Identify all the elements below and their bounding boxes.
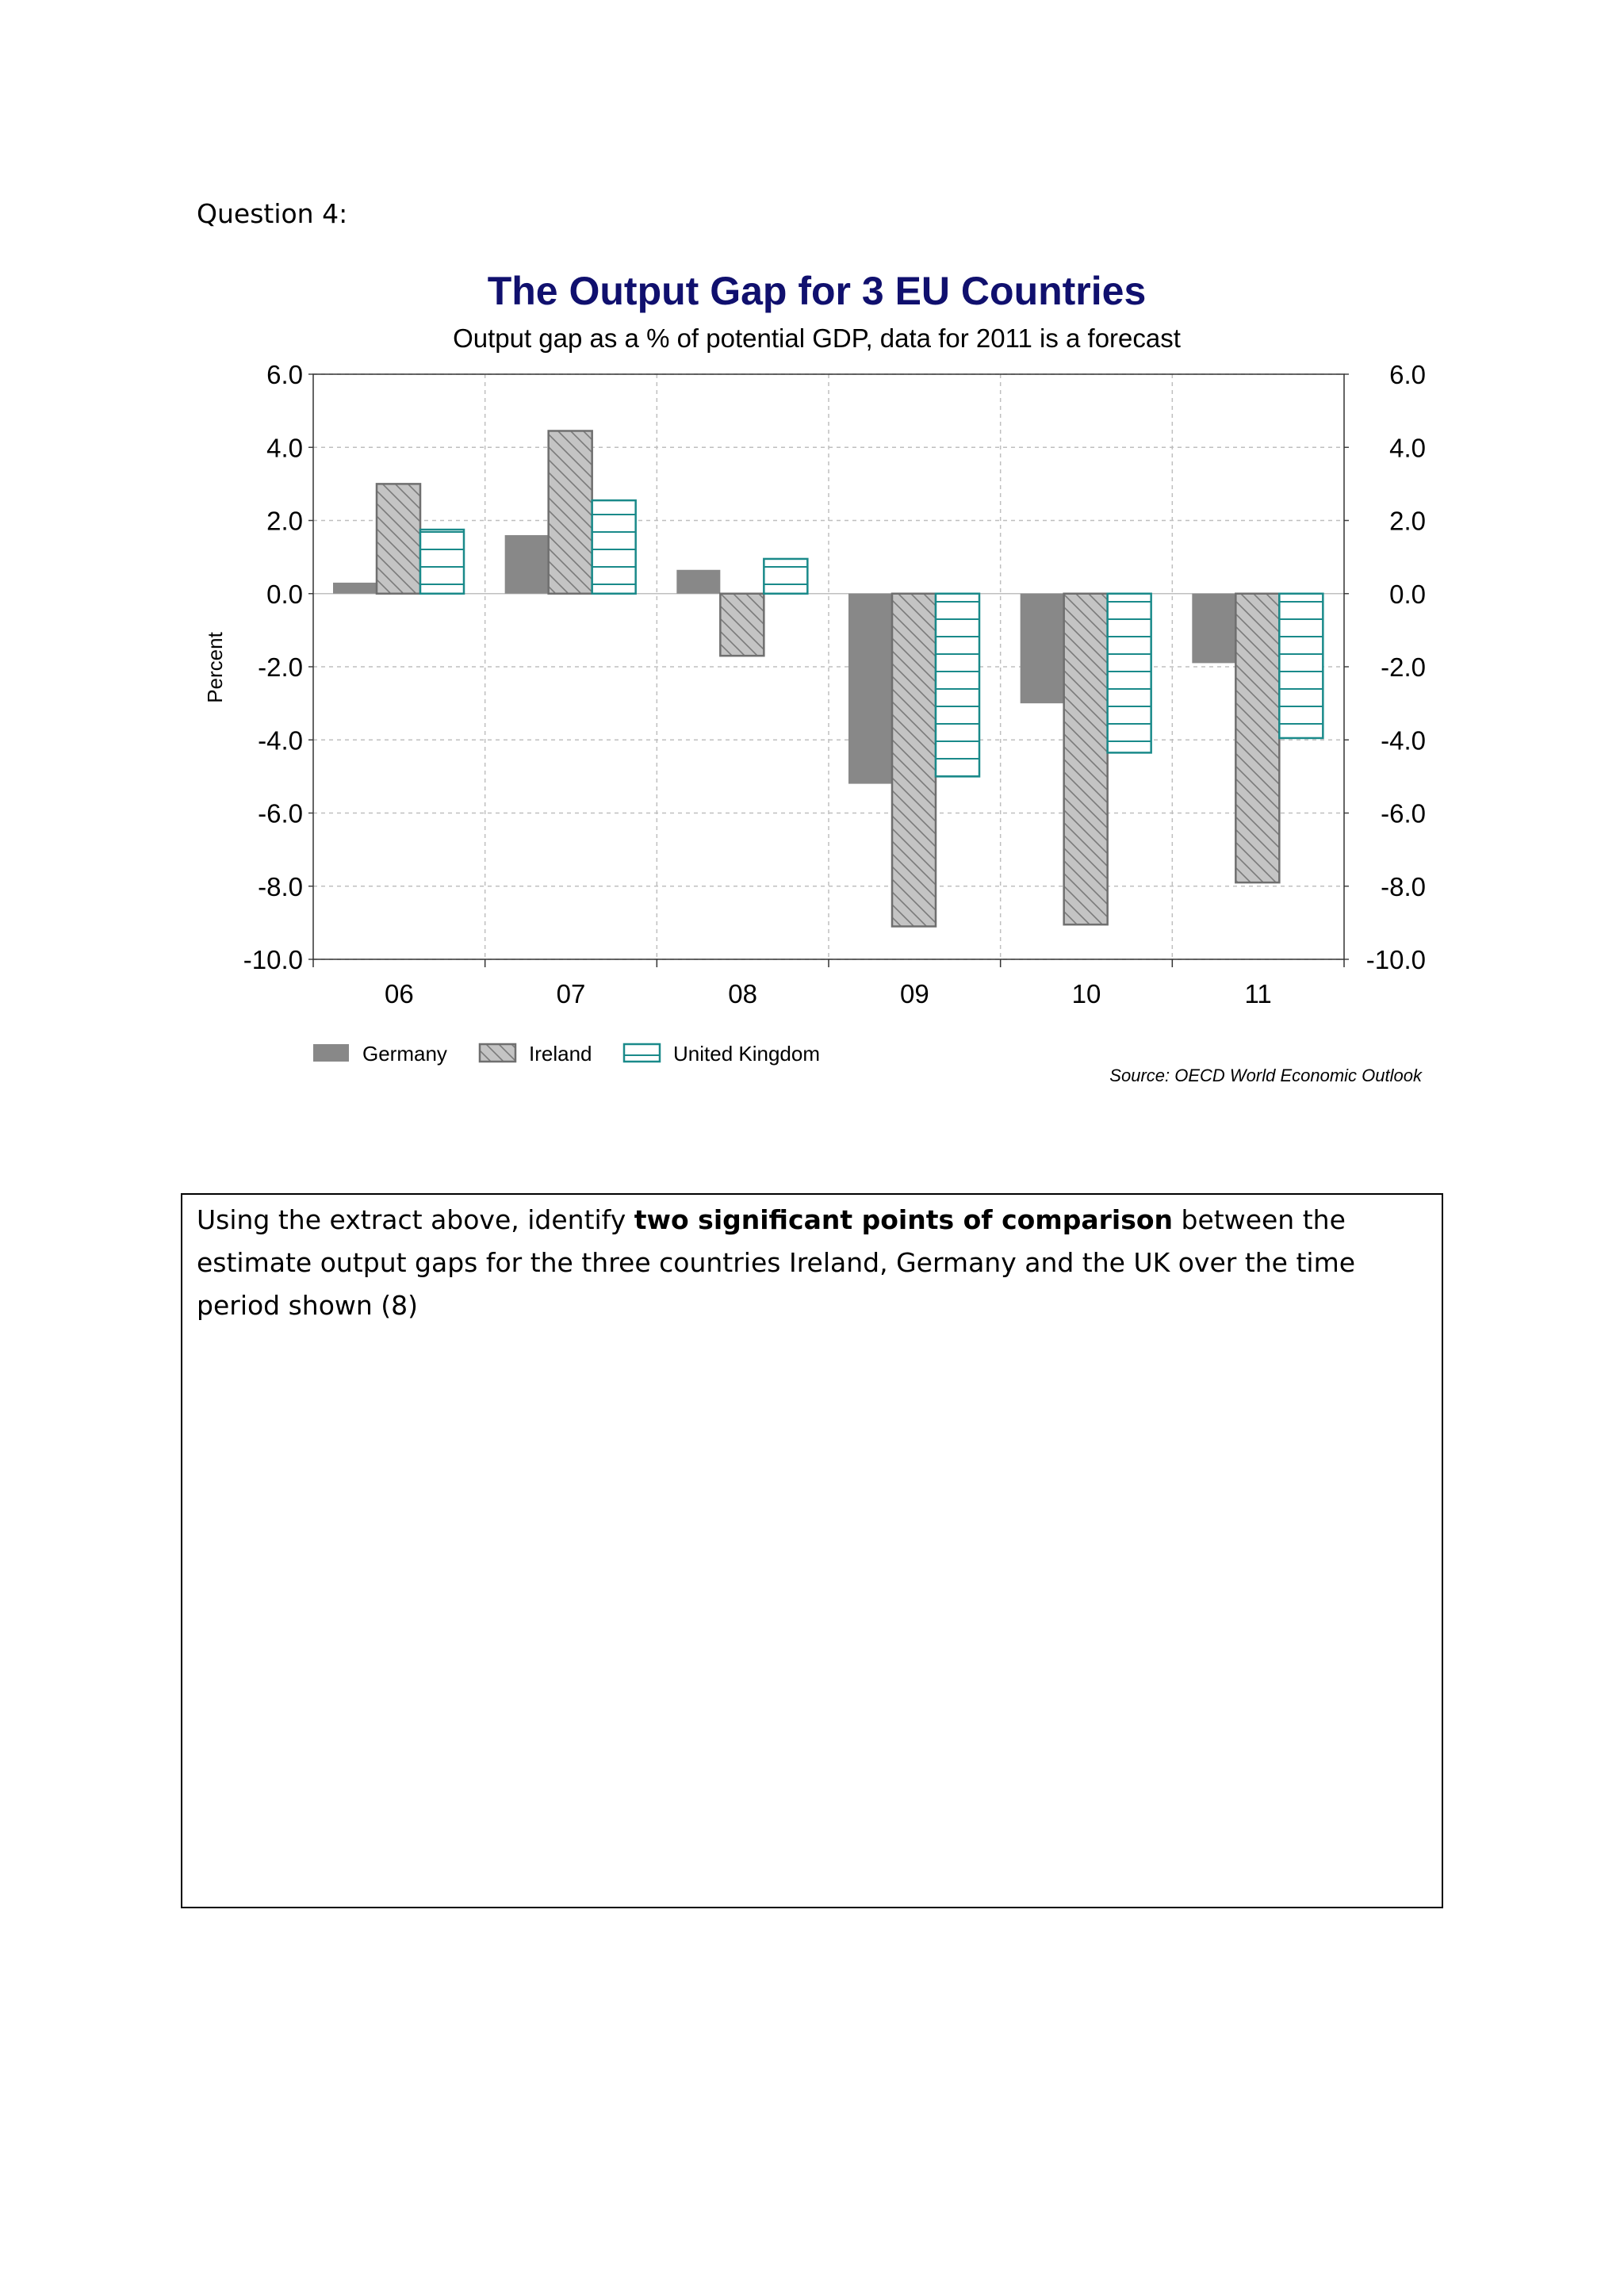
y-tick-label-right: 2.0 [1389, 507, 1426, 536]
y-tick-label-right: 6.0 [1389, 360, 1426, 389]
y-tick-label-right: -8.0 [1381, 872, 1426, 901]
y-tick-label-right: -6.0 [1381, 799, 1426, 828]
bar-united-kingdom [934, 592, 981, 778]
bar-ireland [547, 430, 593, 595]
y-tick-label-right: 0.0 [1389, 580, 1426, 609]
y-tick-label-left: 6.0 [266, 360, 303, 389]
legend-swatch-ireland [478, 1043, 517, 1063]
bar-united-kingdom [1106, 592, 1152, 754]
bar-ireland [891, 592, 937, 928]
x-tick-label: 06 [385, 979, 414, 1008]
legend-label: Germany [362, 1042, 447, 1066]
bar-germany [333, 582, 377, 594]
y-tick-label-right: -4.0 [1381, 725, 1426, 755]
chart-source: Source: OECD World Economic Outlook [1109, 1066, 1423, 1085]
bar-ireland [719, 592, 765, 657]
question-label: Question 4: [197, 198, 348, 229]
legend: Germany Ireland United Kingdom [313, 1042, 820, 1066]
prompt-text-bold: two significant points of comparison [634, 1204, 1174, 1235]
bar-germany [676, 569, 721, 594]
y-tick-label-left: -2.0 [258, 652, 303, 682]
x-tick-label: 09 [900, 979, 929, 1008]
grid-lines [313, 373, 1344, 960]
x-tick-label: 10 [1072, 979, 1101, 1008]
answer-box[interactable] [181, 1193, 1443, 1908]
bars [333, 430, 1324, 928]
y-tick-label-right: -10.0 [1366, 945, 1426, 974]
bar-united-kingdom [763, 557, 809, 595]
bar-ireland [1235, 592, 1281, 884]
legend-swatch-germany [313, 1044, 349, 1062]
legend-swatch-united-kingdom [622, 1043, 661, 1063]
y-tick-label-left: -10.0 [243, 945, 303, 974]
chart-title: The Output Gap for 3 EU Countries [488, 269, 1147, 313]
y-tick-label-left: 0.0 [266, 580, 303, 609]
y-tick-label-left: -6.0 [258, 799, 303, 828]
bar-united-kingdom [1278, 592, 1324, 740]
legend-label: United Kingdom [673, 1042, 820, 1066]
y-tick-label-left: 4.0 [266, 433, 303, 462]
y-tick-label-right: -2.0 [1381, 652, 1426, 682]
bar-ireland [1063, 592, 1109, 926]
bar-united-kingdom [591, 499, 637, 595]
bar-united-kingdom [419, 528, 465, 595]
y-tick-label-right: 4.0 [1389, 433, 1426, 462]
chart-subtitle: Output gap as a % of potential GDP, data… [453, 323, 1181, 353]
output-gap-chart: The Output Gap for 3 EU Countries Output… [203, 269, 1426, 1085]
bar-germany [1192, 593, 1236, 664]
bar-ireland [375, 483, 422, 595]
y-tick-label-left: 2.0 [266, 507, 303, 536]
prompt-text-before: Using the extract above, identify [197, 1204, 634, 1235]
x-tick-label: 08 [728, 979, 757, 1008]
y-axis-label: Percent [203, 631, 227, 702]
question-prompt: Using the extract above, identify two si… [197, 1199, 1434, 1327]
x-tick-label: 11 [1245, 979, 1272, 1008]
axes: 6.0 6.0 4.0 4.0 2.0 2.0 0.0 0.0 -2.0 -2.0 -4.0 -4.0… [243, 360, 1426, 1008]
prompt-text-after: between the estimate output gaps for the… [197, 1204, 1356, 1321]
bar-germany [504, 534, 549, 594]
x-tick-label: 07 [557, 979, 586, 1008]
y-tick-label-left: -4.0 [258, 725, 303, 755]
legend-label: Ireland [529, 1042, 592, 1066]
y-tick-label-left: -8.0 [258, 872, 303, 901]
bar-germany [1020, 593, 1064, 704]
bar-germany [848, 593, 892, 784]
